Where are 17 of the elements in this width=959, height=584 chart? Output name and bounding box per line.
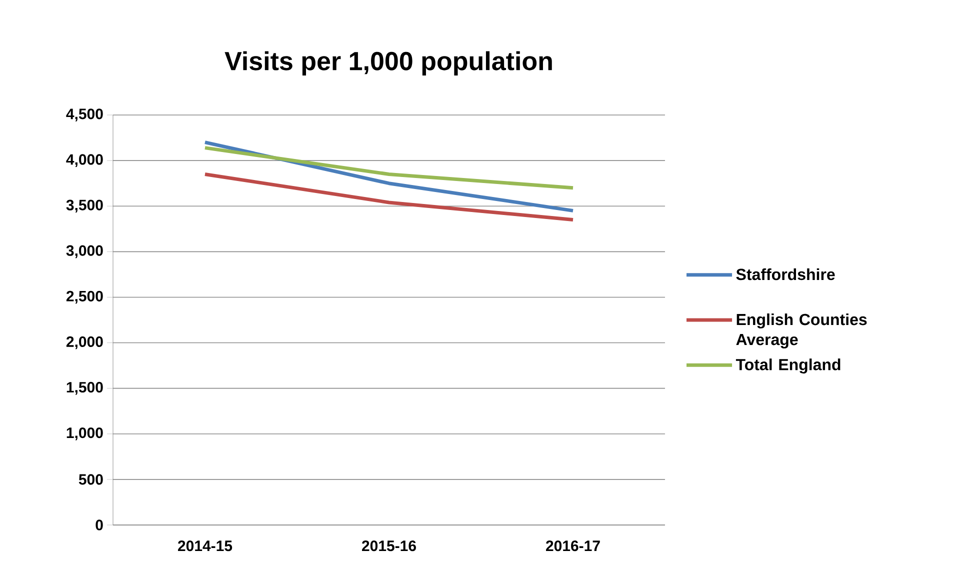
y-tick-label: 2,000: [66, 336, 103, 350]
y-tick-label: 3,000: [66, 245, 103, 258]
y-tick-label: 2,500: [66, 290, 103, 304]
x-tick-label: 2014-15: [178, 540, 232, 552]
legend-label: Staffordshire: [736, 268, 835, 280]
legend-label: English Counties Average: [736, 313, 867, 348]
y-tick-label: 1,500: [66, 382, 103, 395]
y-tick-label: 500: [78, 474, 103, 485]
chart-title: Visits per 1,000 population: [224, 51, 552, 76]
y-tick-label: 4,500: [66, 108, 103, 122]
y-tick-label: 3,500: [66, 200, 103, 213]
x-tick-label: 2015-16: [362, 540, 416, 552]
y-tick-label: 4,000: [66, 154, 103, 167]
legend-label: Total England: [736, 358, 840, 374]
x-tick-label: 2016-17: [546, 540, 600, 552]
y-tick-label: 1,000: [66, 427, 103, 440]
y-tick-label: 0: [96, 520, 103, 530]
